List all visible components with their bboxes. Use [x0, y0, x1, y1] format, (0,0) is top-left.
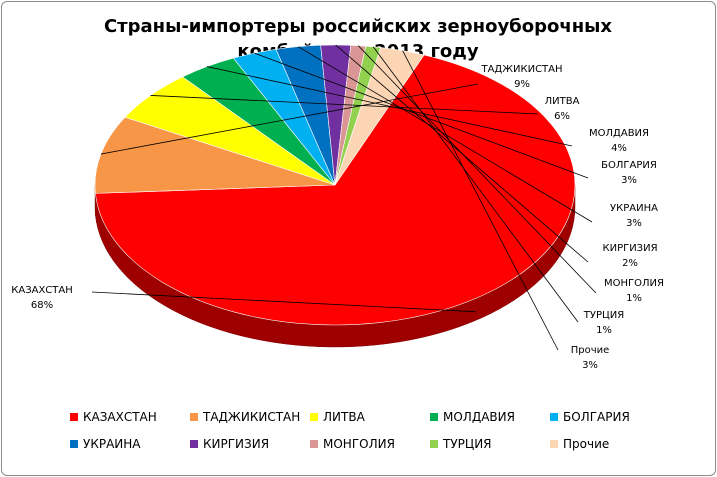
legend-swatch-молдавия	[430, 413, 438, 421]
data-label-name-болгария: БОЛГАРИЯ	[601, 160, 657, 171]
data-label-name-турция: ТУРЦИЯ	[583, 310, 624, 321]
data-labels: КАЗАХСТАН 68% ТАДЖИКИСТАН 9% ЛИТВА 6% МОЛДАВИЯ…	[11, 44, 664, 371]
data-label-value-монголия: 1%	[626, 293, 642, 304]
legend-label-болгария: БОЛГАРИЯ	[563, 410, 630, 424]
legend-label-монголия: МОНГОЛИЯ	[323, 437, 395, 451]
data-label-value-казахстан: 68%	[31, 300, 53, 311]
data-label-value-болгария: 3%	[621, 175, 637, 186]
leader-line-монголия	[358, 45, 597, 294]
legend: КАЗАХСТАН ТАДЖИКИСТАН ЛИТВА МОЛДАВИЯ БОЛГАРИ…	[70, 410, 630, 451]
leader-line-таджикистан	[100, 83, 479, 155]
data-label-name-литва: ЛИТВА	[545, 96, 580, 107]
legend-label-литва: ЛИТВА	[323, 410, 366, 424]
leader-line-украина	[297, 46, 593, 223]
leader-line-молдавия	[206, 66, 573, 147]
legend-swatch-литва	[310, 413, 318, 421]
legend-label-прочие: Прочие	[563, 437, 609, 451]
legend-label-казахстан: КАЗАХСТАН	[83, 410, 157, 424]
data-label-value-молдавия: 4%	[611, 143, 627, 154]
data-label-name-киргизия: КИРГИЗИЯ	[602, 243, 657, 254]
chart-title-line-1: Страны-импортеры российских зерноуборочн…	[104, 16, 612, 37]
data-label-value-таджикистан: 9%	[514, 79, 530, 90]
legend-label-турция: ТУРЦИЯ	[442, 437, 492, 451]
legend-swatch-турция	[430, 440, 438, 448]
slice-казахстан	[95, 54, 576, 326]
leader-line-казахстан	[91, 291, 476, 313]
legend-label-киргизия: КИРГИЗИЯ	[203, 437, 269, 451]
data-label-name-таджикистан: ТАДЖИКИСТАН	[480, 64, 562, 75]
leader-line-турция	[372, 46, 579, 323]
legend-swatch-украина	[70, 440, 78, 448]
legend-swatch-таджикистан	[190, 413, 198, 421]
legend-label-молдавия: МОЛДАВИЯ	[443, 410, 515, 424]
legend-swatch-казахстан	[70, 413, 78, 421]
legend-swatch-прочие	[550, 440, 558, 448]
data-label-name-прочие: Прочие	[571, 345, 610, 356]
legend-label-украина: УКРАИНА	[83, 437, 141, 451]
pie-slices	[94, 44, 576, 348]
data-label-name-монголия: МОНГОЛИЯ	[604, 278, 664, 289]
data-label-name-казахстан: КАЗАХСТАН	[11, 285, 73, 296]
legend-swatch-болгария	[550, 413, 558, 421]
data-label-value-украина: 3%	[626, 218, 642, 229]
data-label-name-украина: УКРАИНА	[610, 203, 658, 214]
leader-line-прочие	[402, 50, 559, 351]
legend-swatch-монголия	[310, 440, 318, 448]
data-label-name-молдавия: МОЛДАВИЯ	[589, 128, 649, 139]
data-label-value-киргизия: 2%	[622, 258, 638, 269]
data-label-value-литва: 6%	[554, 111, 570, 122]
data-label-value-турция: 1%	[596, 325, 612, 336]
leader-line-литва	[150, 95, 539, 115]
leader-line-болгария	[254, 52, 589, 179]
legend-swatch-киргизия	[190, 440, 198, 448]
data-label-value-прочие: 3%	[582, 360, 598, 371]
legend-label-таджикистан: ТАДЖИКИСТАН	[202, 410, 300, 424]
